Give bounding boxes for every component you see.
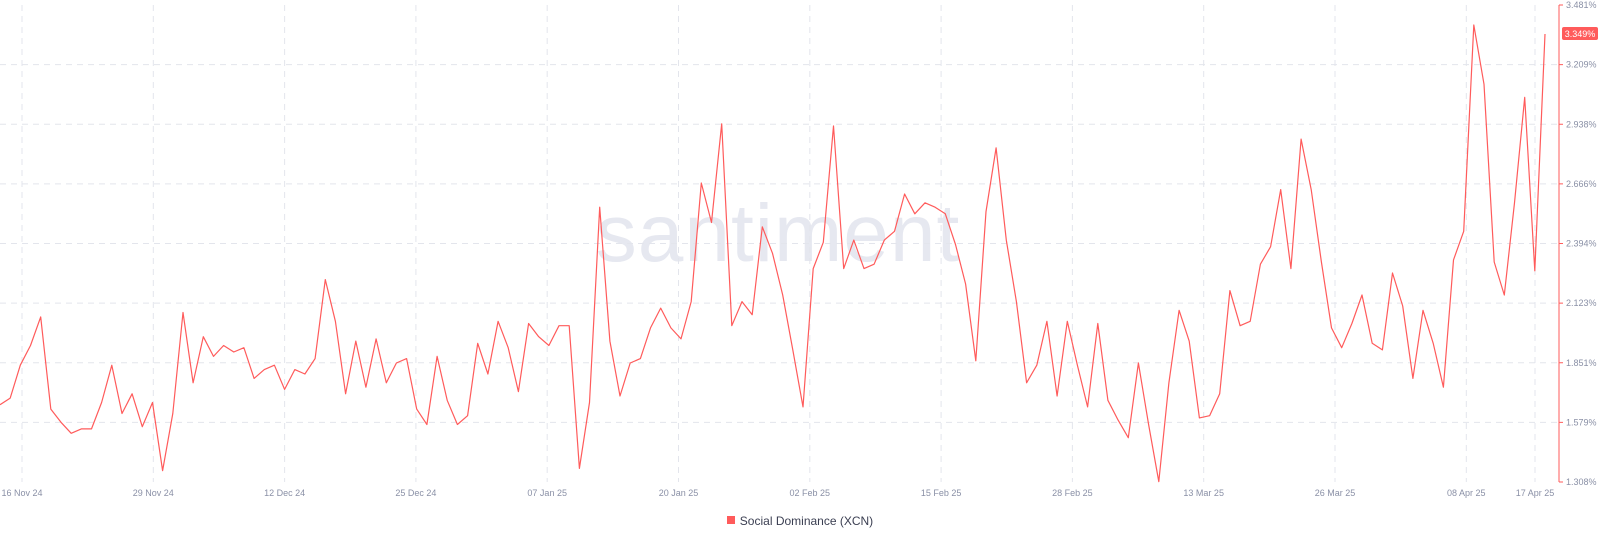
y-tick-label: 2.666% [1566, 179, 1597, 189]
last-value-label: 3.349% [1565, 29, 1596, 39]
x-tick-label: 28 Feb 25 [1052, 488, 1093, 498]
x-tick-label: 26 Mar 25 [1315, 488, 1356, 498]
x-tick-label: 02 Feb 25 [790, 488, 831, 498]
y-tick-label: 2.394% [1566, 239, 1597, 249]
watermark: santiment [596, 188, 961, 279]
last-value-badge: 3.349% [1562, 27, 1598, 40]
x-tick-label: 16 Nov 24 [1, 488, 42, 498]
series-layer [0, 24, 1546, 483]
legend-swatch [726, 515, 735, 524]
x-ticks: 16 Nov 24 29 Nov 24 12 Dec 24 25 Dec 24 07 J… [1, 488, 1554, 498]
y-tick-label: 3.209% [1566, 60, 1597, 70]
x-tick-label: 29 Nov 24 [133, 488, 174, 498]
x-tick-label: 25 Dec 24 [395, 488, 436, 498]
x-tick-label: 20 Jan 25 [659, 488, 699, 498]
y-ticks: 3.481% 3.209% 2.938% 2.666% 2.394% 2.123% 1.85… [1559, 0, 1597, 487]
x-tick-label: 15 Feb 25 [921, 488, 962, 498]
legend[interactable]: Social Dominance (XCN) [0, 513, 1600, 528]
y-tick-label: 1.308% [1566, 477, 1597, 487]
x-tick-label: 07 Jan 25 [527, 488, 567, 498]
y-tick-label: 3.481% [1566, 0, 1597, 10]
x-tick-label: 17 Apr 25 [1516, 488, 1555, 498]
series-line[interactable] [0, 24, 1546, 483]
x-tick-label: 08 Apr 25 [1447, 488, 1486, 498]
x-tick-label: 13 Mar 25 [1183, 488, 1224, 498]
y-tick-label: 2.938% [1566, 119, 1597, 129]
y-tick-label: 1.579% [1566, 417, 1597, 427]
y-tick-label: 1.851% [1566, 358, 1597, 368]
last-value-badge-bg [1562, 27, 1598, 40]
y-tick-label: 2.123% [1566, 298, 1597, 308]
grid [0, 5, 1559, 482]
x-tick-label: 12 Dec 24 [264, 488, 305, 498]
legend-label: Social Dominance (XCN) [739, 513, 874, 528]
